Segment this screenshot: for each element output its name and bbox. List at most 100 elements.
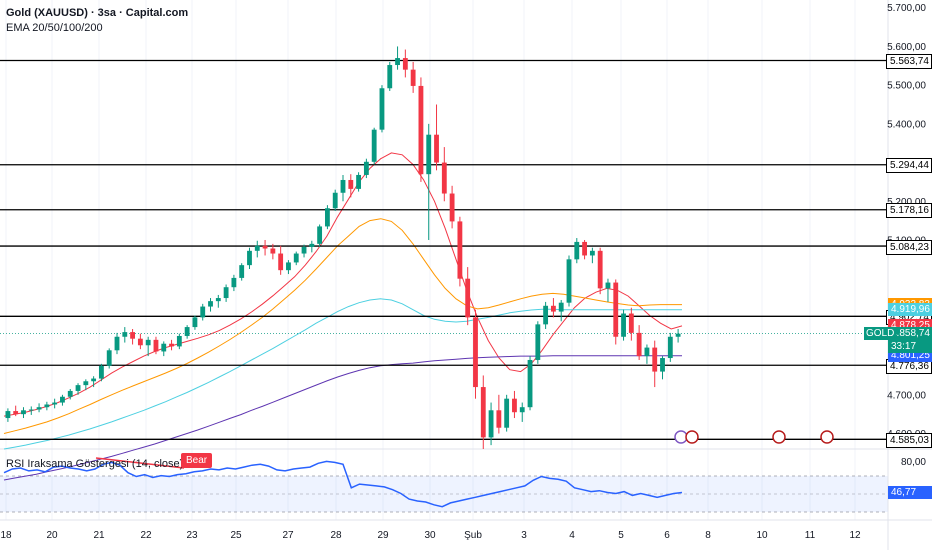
candle [356, 172, 362, 192]
candle [340, 174, 346, 202]
candle [114, 332, 120, 355]
candle [589, 247, 595, 264]
candle [122, 327, 128, 343]
candle [550, 298, 556, 318]
candle [317, 224, 323, 247]
candle [582, 239, 588, 260]
candle [628, 307, 634, 341]
candle [644, 344, 650, 364]
candle [106, 348, 112, 369]
date-tick-label: 8 [705, 530, 711, 541]
indicator-label[interactable]: EMA 20/50/100/200 [6, 22, 103, 34]
candle [480, 375, 486, 449]
candle [543, 301, 549, 330]
level-price-tag: 5.563,74 [886, 53, 932, 69]
candle [262, 239, 268, 256]
us-flag-event-icon[interactable] [820, 430, 834, 444]
candle [512, 390, 517, 419]
candle [410, 61, 416, 93]
symbol-title[interactable]: Gold (XAUUSD) · 3sa · Capital.com [6, 7, 189, 19]
level-price-tag: 5.294,44 [886, 158, 932, 174]
date-tick-label: 28 [330, 530, 342, 541]
candle [348, 174, 354, 198]
candle [21, 407, 26, 419]
candle [332, 189, 338, 211]
date-tick-label: 20 [46, 530, 58, 541]
price-tick-label: 4.700,00 [887, 390, 926, 401]
candle [597, 247, 603, 295]
rsi-tick-label: 80,00 [901, 457, 926, 468]
candle [254, 240, 260, 258]
price-tick-label: 5.200,00 [887, 197, 926, 208]
candle [44, 401, 50, 411]
candle [28, 406, 34, 415]
candle [527, 356, 533, 411]
date-tick-label: 10 [756, 530, 768, 541]
candle [636, 325, 642, 360]
ema100-line [3, 298, 682, 450]
date-tick-label: 6 [664, 530, 670, 541]
candle [184, 325, 190, 339]
candle [621, 309, 626, 341]
candle [153, 336, 159, 355]
candle [473, 309, 478, 399]
candle [239, 263, 245, 281]
current-price-tag: 4.858,74 [888, 326, 932, 340]
us-flag-event-icon[interactable] [685, 430, 699, 444]
candle [324, 205, 330, 230]
candle [660, 356, 665, 380]
date-tick-label: 29 [377, 530, 389, 541]
candle [200, 303, 206, 321]
candle-countdown: 33:17 [888, 339, 932, 353]
us-flag-event-icon[interactable] [772, 430, 786, 444]
chart-header: Gold (XAUUSD) · 3sa · Capital.com EMA 20… [6, 6, 188, 36]
candle [75, 383, 81, 395]
candle [91, 376, 97, 388]
date-tick-label: 12 [849, 530, 861, 541]
date-tick-label: 21 [93, 530, 105, 541]
candle [278, 245, 284, 275]
price-tick-label: 5.400,00 [887, 119, 926, 130]
candle [208, 298, 213, 312]
candle [426, 123, 432, 240]
level-price-tag: 4.585,03 [886, 432, 932, 448]
rsi-indicator-label[interactable]: RSI Iraksama Göstergesi (14, close) [6, 458, 184, 470]
candle [301, 244, 307, 258]
ema20-line [3, 152, 683, 417]
candle [270, 243, 276, 260]
candle [441, 147, 447, 202]
candle [176, 333, 182, 350]
candle [215, 294, 221, 308]
candle [387, 61, 393, 91]
candle [161, 341, 167, 357]
date-tick-label: 23 [186, 530, 198, 541]
level-price-tag: 5.084,23 [886, 239, 932, 255]
candle [192, 315, 198, 330]
candle [675, 329, 681, 343]
price-tick-label: 5.700,00 [887, 3, 926, 14]
date-tick-label: 4 [569, 530, 575, 541]
candle [504, 394, 510, 432]
date-tick-label: 5 [618, 530, 624, 541]
symbol-badge: GOLD [864, 326, 897, 340]
candle [60, 394, 65, 406]
candle [52, 398, 58, 409]
date-tick-label: 22 [140, 530, 152, 541]
candle [496, 394, 502, 434]
candle [667, 332, 673, 362]
date-tick-label: Şub [464, 530, 482, 541]
date-tick-label: 18 [0, 530, 12, 541]
candle [465, 267, 471, 326]
candle [434, 104, 439, 171]
lightning-event-icon[interactable] [674, 430, 688, 444]
event-icons[interactable] [674, 430, 834, 444]
candle [98, 363, 104, 382]
candle [286, 260, 291, 275]
date-tick-label: 30 [424, 530, 436, 541]
bear-divergence-badge: Bear [181, 453, 213, 468]
ema-price-tag: 4.919,96 [888, 303, 932, 317]
candle [247, 247, 252, 270]
candle [457, 216, 463, 287]
